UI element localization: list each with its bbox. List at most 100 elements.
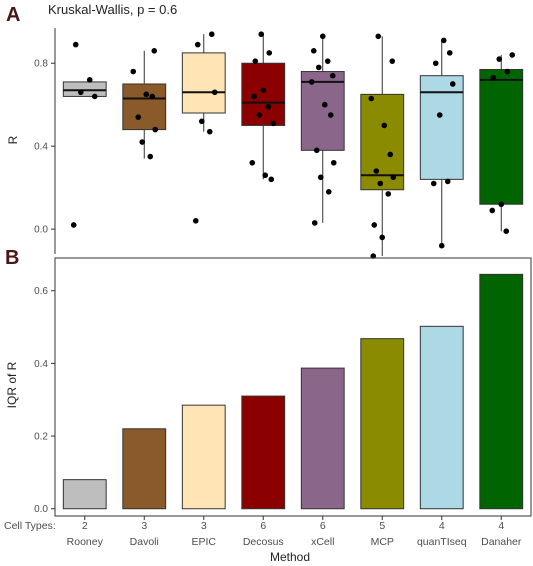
data-point bbox=[315, 64, 322, 71]
cell-types-label: Cell Types: bbox=[4, 520, 56, 532]
cell-type-count: 6 bbox=[320, 520, 326, 532]
box bbox=[360, 93, 405, 191]
data-point bbox=[260, 87, 267, 94]
data-point bbox=[256, 112, 263, 118]
data-point bbox=[490, 74, 497, 81]
bar-rooney bbox=[62, 479, 107, 510]
data-point bbox=[368, 95, 375, 102]
bar-davoli bbox=[122, 428, 167, 510]
bar-danaher bbox=[479, 273, 524, 510]
bar-decosus bbox=[241, 395, 286, 510]
data-point bbox=[496, 56, 503, 62]
data-point bbox=[430, 180, 437, 187]
data-point bbox=[251, 93, 258, 100]
x-tick-label: quanTIseq bbox=[417, 536, 467, 548]
data-point bbox=[432, 60, 439, 67]
box-group-decosus bbox=[241, 31, 286, 183]
data-point bbox=[390, 174, 397, 181]
data-point bbox=[262, 172, 269, 179]
panel-a-y-tick-label: 0.8 bbox=[34, 59, 48, 70]
x-tick-label: Davoli bbox=[130, 536, 159, 548]
panel-a-y-tick-label: 0.4 bbox=[34, 142, 48, 153]
panel-b-y-axis-label: IQR of R bbox=[5, 361, 19, 408]
data-point bbox=[258, 31, 265, 38]
bar-mcp bbox=[360, 338, 405, 510]
data-point bbox=[252, 58, 259, 64]
box bbox=[300, 71, 345, 151]
data-point bbox=[72, 41, 79, 48]
cell-type-count: 6 bbox=[260, 520, 266, 532]
data-point bbox=[379, 234, 386, 241]
data-point bbox=[381, 122, 388, 129]
panel-a-y-axis-label: R bbox=[6, 135, 20, 144]
data-point bbox=[152, 126, 159, 133]
data-point bbox=[436, 112, 443, 118]
data-point bbox=[91, 93, 98, 100]
data-point bbox=[211, 89, 218, 96]
box-group-mcp bbox=[360, 33, 405, 259]
bar-quantiseq bbox=[419, 325, 464, 510]
box-group-davoli bbox=[122, 48, 167, 160]
data-point bbox=[310, 48, 317, 54]
data-point bbox=[371, 222, 378, 228]
cell-type-count: 2 bbox=[82, 520, 88, 532]
data-point bbox=[77, 89, 84, 96]
data-point bbox=[139, 139, 146, 145]
panel-b-frame bbox=[54, 257, 532, 517]
data-point bbox=[147, 153, 154, 160]
data-point bbox=[208, 31, 215, 38]
cell-type-count: 4 bbox=[439, 520, 445, 532]
data-point bbox=[308, 79, 315, 85]
panel-b-bars bbox=[62, 273, 524, 510]
data-point bbox=[489, 207, 496, 214]
box bbox=[241, 62, 286, 126]
data-point bbox=[249, 159, 256, 166]
panel-a-boxes bbox=[62, 31, 524, 259]
data-point bbox=[504, 68, 511, 75]
data-point bbox=[317, 174, 324, 181]
data-point bbox=[438, 242, 445, 249]
data-point bbox=[143, 91, 150, 98]
data-point bbox=[151, 48, 158, 54]
x-tick-label: Rooney bbox=[67, 536, 104, 548]
data-point bbox=[311, 220, 318, 226]
box-group-danaher bbox=[479, 52, 524, 234]
x-tick-label: xCell bbox=[311, 536, 334, 548]
box-group-xcell bbox=[300, 33, 345, 226]
box-group-quantiseq bbox=[419, 37, 464, 249]
data-point bbox=[373, 168, 380, 174]
x-tick-label: Danaher bbox=[481, 536, 522, 548]
data-point bbox=[377, 180, 384, 187]
panel-b-x-ticks: 2 Rooney 3 Davoli 3 EPIC 6 Decosus 6 xCell 5 MCP 4 qu… bbox=[67, 516, 522, 548]
x-tick-label: EPIC bbox=[191, 536, 216, 548]
data-point bbox=[375, 33, 382, 40]
box bbox=[122, 83, 167, 131]
x-tick-label: Decosus bbox=[243, 536, 284, 548]
panel-a-y-ticks: 0.0 0.4 0.8 bbox=[34, 59, 55, 236]
data-point bbox=[370, 253, 377, 259]
bar-epic bbox=[181, 404, 226, 510]
cell-type-count: 5 bbox=[379, 520, 385, 532]
panel-a-letter: A bbox=[6, 4, 20, 26]
box-group-epic bbox=[181, 31, 226, 224]
bar-xcell bbox=[300, 367, 345, 510]
cell-type-count: 3 bbox=[201, 520, 207, 532]
data-point bbox=[70, 222, 77, 228]
data-point bbox=[194, 41, 201, 48]
data-point bbox=[192, 218, 199, 224]
data-point bbox=[135, 114, 142, 120]
data-point bbox=[319, 33, 326, 40]
data-point bbox=[198, 118, 205, 125]
panel-b-y-tick-label: 0.4 bbox=[34, 359, 48, 370]
data-point bbox=[440, 37, 447, 44]
data-point bbox=[325, 188, 332, 195]
panel-b-x-axis-label: Method bbox=[270, 550, 310, 564]
box bbox=[181, 52, 226, 114]
panel-b-y-tick-label: 0.0 bbox=[34, 504, 48, 515]
panel-b-y-ticks: 0.0 0.2 0.4 0.6 bbox=[34, 286, 55, 515]
data-point bbox=[313, 147, 320, 154]
data-point bbox=[327, 112, 334, 118]
data-point bbox=[265, 103, 272, 110]
panel-b-letter: B bbox=[5, 247, 19, 269]
